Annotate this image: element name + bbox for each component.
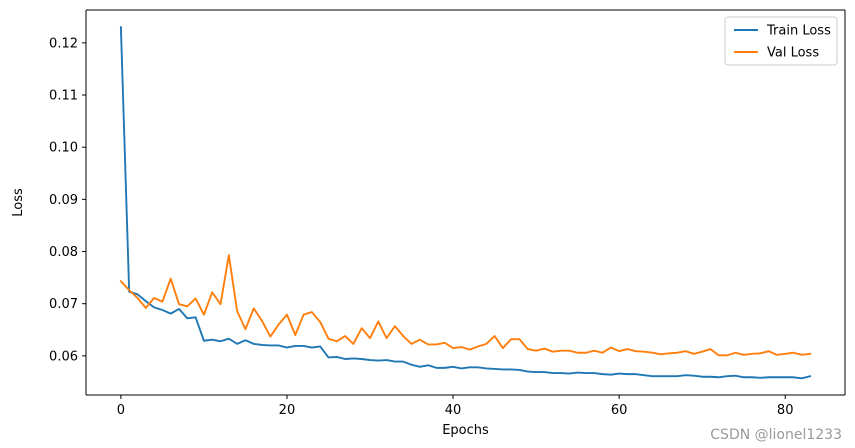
x-tick-label: 0 xyxy=(117,403,125,418)
x-axis-label: Epochs xyxy=(442,423,489,438)
x-tick-label: 80 xyxy=(777,403,794,418)
legend-label-val-loss: Val Loss xyxy=(767,46,819,61)
series-line-val-loss xyxy=(119,254,812,357)
legend-label-train-loss: Train Loss xyxy=(766,24,831,39)
x-tick-label: 20 xyxy=(279,403,296,418)
y-tick-label: 0.11 xyxy=(49,89,78,104)
y-tick-label: 0.07 xyxy=(49,297,78,312)
y-tick-label: 0.10 xyxy=(49,141,78,156)
y-tick-label: 0.08 xyxy=(49,245,78,260)
y-axis-label: Loss xyxy=(11,188,26,217)
y-tick-label: 0.09 xyxy=(49,193,78,208)
watermark-text: CSDN @lionel1233 xyxy=(710,427,842,443)
x-tick-label: 60 xyxy=(611,403,628,418)
plot-area xyxy=(86,10,845,395)
y-tick-label: 0.06 xyxy=(49,349,78,364)
x-tick-label: 40 xyxy=(445,403,462,418)
legend: Train Loss Val Loss xyxy=(724,16,838,66)
y-tick-label: 0.12 xyxy=(49,36,78,51)
series-line-train-loss xyxy=(119,26,812,380)
